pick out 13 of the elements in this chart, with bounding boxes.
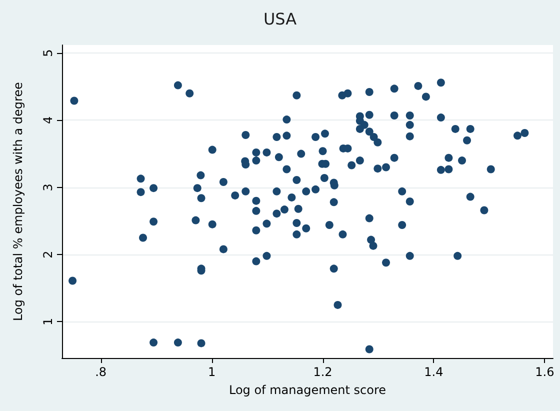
x-axis-title: Log of management score (228, 383, 386, 397)
y-tick-label: 5 (41, 49, 55, 57)
x-tick-label: 1.2 (313, 365, 332, 379)
y-tick-label: 2 (41, 250, 55, 258)
y-tick-label: 4 (41, 116, 55, 124)
y-tick-label: 3 (41, 184, 55, 192)
x-tick-label: 1 (208, 365, 216, 379)
chart-title: USA (263, 10, 297, 28)
y-axis-title: Log of total % employees with a degree (11, 82, 25, 321)
x-tick-label: 1.4 (424, 365, 444, 379)
x-tick-label: 1.6 (535, 365, 554, 379)
x-tick-label: .8 (95, 365, 107, 379)
y-tick-label: 1 (41, 318, 55, 326)
